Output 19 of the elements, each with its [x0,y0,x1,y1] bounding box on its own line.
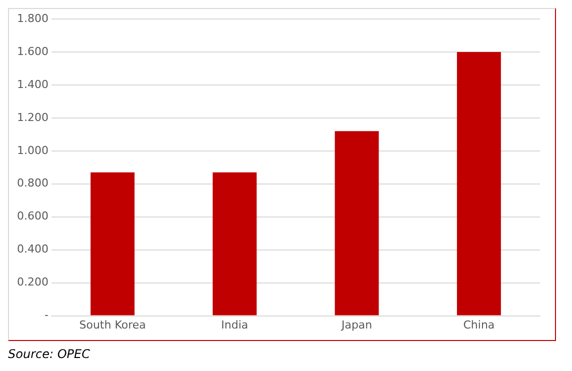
y-tick-label: 0.800 [16,176,48,190]
x-tick-label: India [221,318,248,332]
y-tick-label: 1.200 [16,110,48,124]
source-note: Source: OPEC [8,347,91,361]
y-tick-label: 0.600 [16,210,48,223]
y-tick-label: 1.400 [16,78,48,91]
x-tick-label: Japan [340,318,372,332]
y-tick-label: 0.400 [16,242,48,256]
y-tick-label: 1.000 [16,144,48,157]
bar [456,52,501,316]
bar [334,131,379,316]
y-tick-label: 0.200 [16,276,48,289]
y-tick-label: - [44,308,49,322]
bar [212,172,257,316]
y-tick-label: 1.600 [16,44,48,58]
x-tick-label: South Korea [79,318,146,332]
y-tick-label: 1.800 [16,12,48,25]
bar [90,172,135,316]
x-tick-label: China [463,318,495,332]
